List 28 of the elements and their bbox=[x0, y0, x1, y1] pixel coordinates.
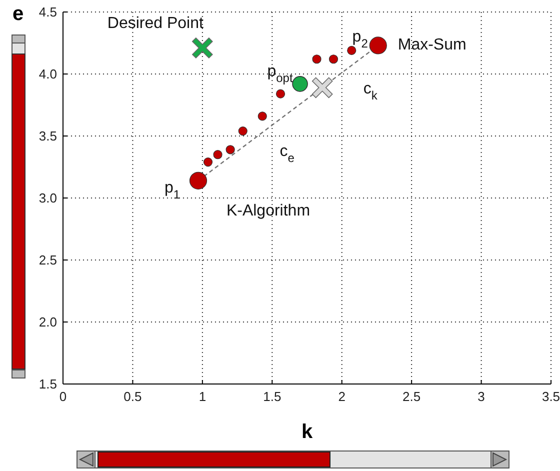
point bbox=[292, 76, 308, 92]
y-axis-title: e bbox=[12, 3, 24, 25]
point bbox=[312, 77, 333, 98]
y-tick-label: 4.0 bbox=[38, 66, 57, 82]
x-tick-label: 2 bbox=[338, 389, 346, 404]
y-tick-label: 4.5 bbox=[38, 4, 57, 20]
x-tick-label: 1 bbox=[198, 389, 206, 404]
y-tick-label: 1.5 bbox=[38, 376, 57, 392]
annotation: c$_{k}$ bbox=[363, 80, 378, 103]
annotation: K-Algorithm bbox=[226, 202, 310, 220]
annotation: Desired Point bbox=[107, 15, 204, 32]
y-tick-label: 2.0 bbox=[38, 314, 57, 330]
annotation: p$_{2}$ bbox=[352, 28, 368, 51]
y-tick-label: 3.5 bbox=[38, 128, 57, 144]
x-tick-label: 3 bbox=[478, 389, 485, 404]
point bbox=[192, 38, 213, 58]
y-tick-label: 3.0 bbox=[38, 190, 57, 206]
annotation: Max-Sum bbox=[398, 36, 466, 54]
y-tick-label: 2.5 bbox=[38, 252, 57, 268]
annotation: p$_{1}$ bbox=[164, 180, 180, 202]
annotation: p$_{opt}$ bbox=[267, 63, 294, 86]
x-tick-label: 1.5 bbox=[263, 389, 282, 404]
x-tick-label: 0.5 bbox=[124, 389, 142, 404]
x-tick-label: 2.5 bbox=[402, 389, 421, 404]
x-axis-title: k bbox=[301, 421, 314, 443]
x-tick-label: 0 bbox=[59, 389, 67, 404]
x-tick-label: 3.5 bbox=[542, 389, 560, 404]
annotation: c$_{e}$ bbox=[280, 143, 295, 166]
